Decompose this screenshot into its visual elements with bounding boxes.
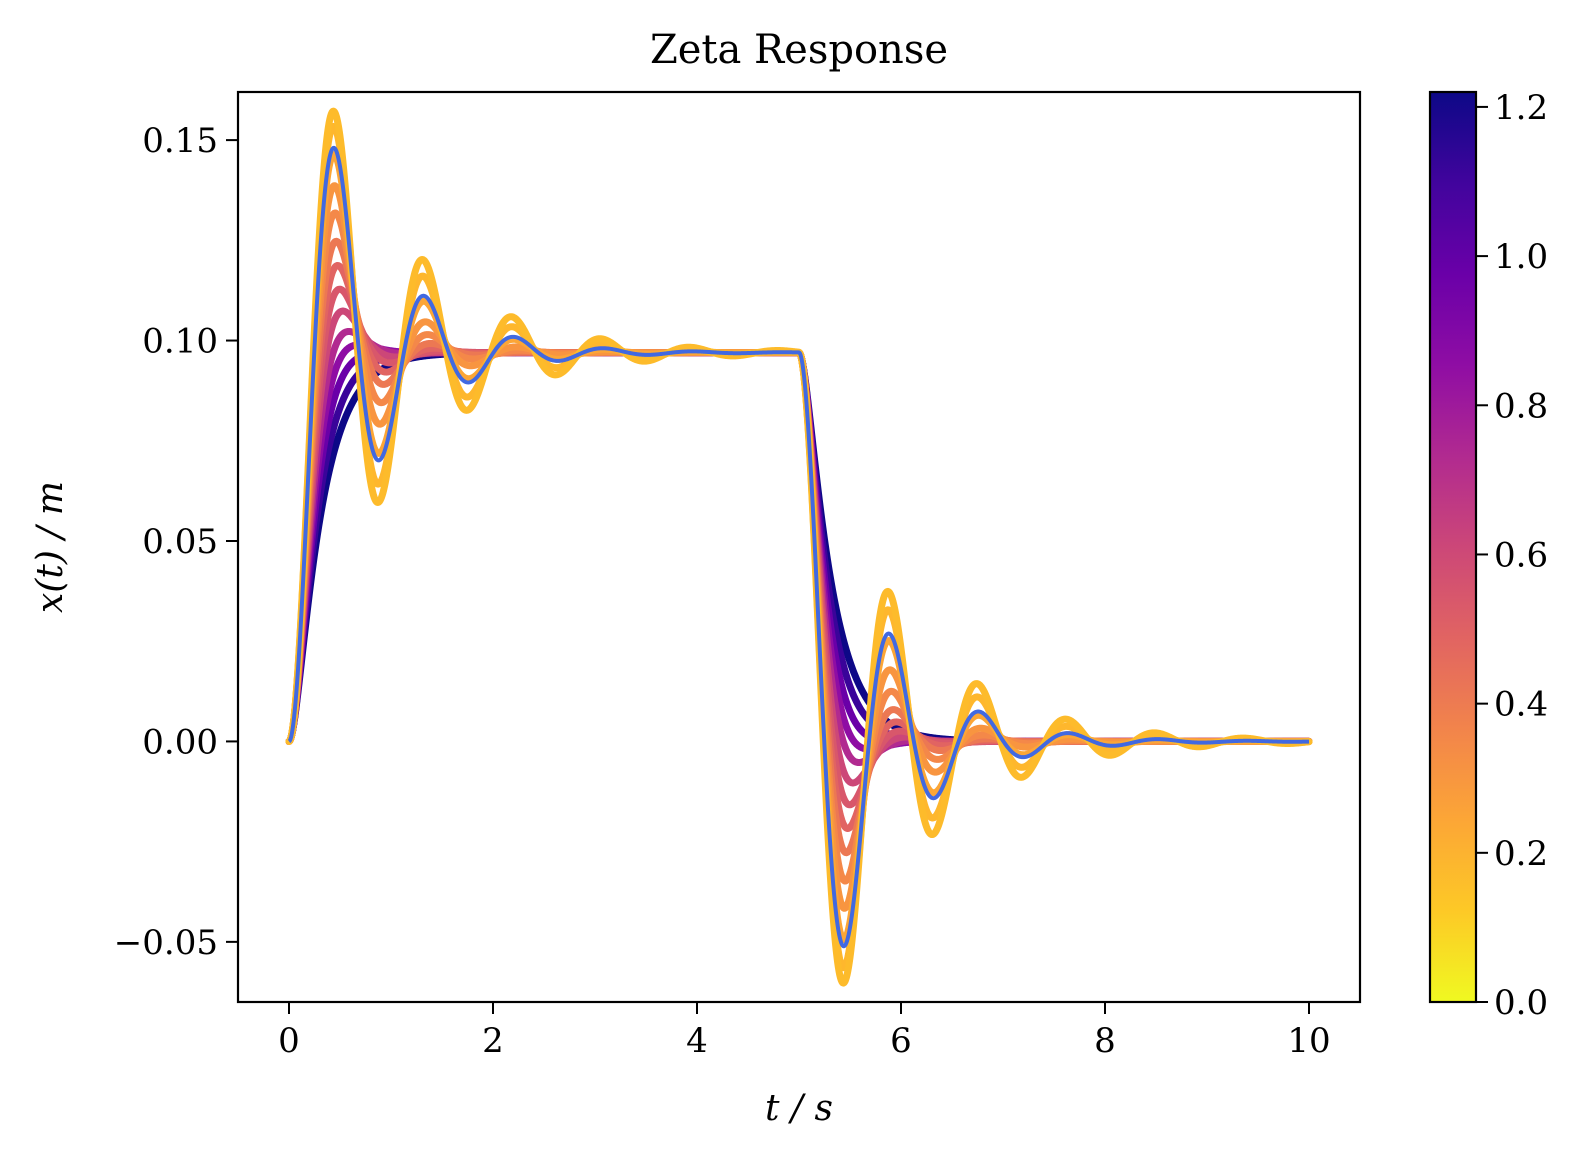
series-line-0 [285,349,1313,745]
series-line-11 [285,151,1313,943]
y-tick-label: −0.05 [114,923,218,963]
x-tick-label: 2 [482,1021,504,1061]
colorbar [1428,90,1478,1004]
y-tick-label: 0.15 [142,121,218,161]
x-tick-label: 0 [278,1021,300,1061]
colorbar-tick-label: 0.6 [1494,535,1548,575]
y-tick-label: 0.10 [142,322,218,362]
x-tick-label: 4 [686,1021,708,1061]
series-line-10 [285,182,1313,912]
colorbar-tick-label: 1.2 [1494,88,1548,128]
reference-line [287,145,1311,949]
y-tick-label: 0.05 [142,522,218,562]
chart-title: Zeta Response [650,27,948,73]
series-line-12 [285,122,1313,972]
series-line-5 [285,307,1313,787]
x-tick-label: 8 [1094,1021,1116,1061]
colorbar-tick-label: 0.0 [1494,983,1548,1023]
series-line-4 [285,327,1313,767]
y-ticks: −0.05 0.00 0.05 0.10 0.15 [114,121,238,963]
y-axis-label: x(t) / m [30,481,71,613]
series-line-1 [285,349,1313,745]
colorbar-tick-label: 0.8 [1494,386,1548,426]
x-tick-label: 6 [890,1021,912,1061]
series-line-13 [285,107,1313,987]
series-line-6 [285,285,1313,809]
x-tick-label: 10 [1287,1021,1330,1061]
colorbar-ticks: 0.0 0.2 0.4 0.6 0.8 1.0 1.2 [1476,88,1548,1023]
series-layer [285,107,1313,987]
series-line-3 [285,341,1313,753]
x-ticks: 0 2 4 6 8 10 [278,1002,1331,1061]
colorbar-tick-label: 0.4 [1494,685,1548,725]
series-line-2 [285,348,1313,746]
colorbar-tick-label: 0.2 [1494,834,1548,874]
colorbar-tick-label: 1.0 [1494,237,1548,277]
x-axis-label: t / s [765,1088,833,1129]
y-tick-label: 0.00 [142,722,218,762]
plot-frame [236,90,1362,1004]
